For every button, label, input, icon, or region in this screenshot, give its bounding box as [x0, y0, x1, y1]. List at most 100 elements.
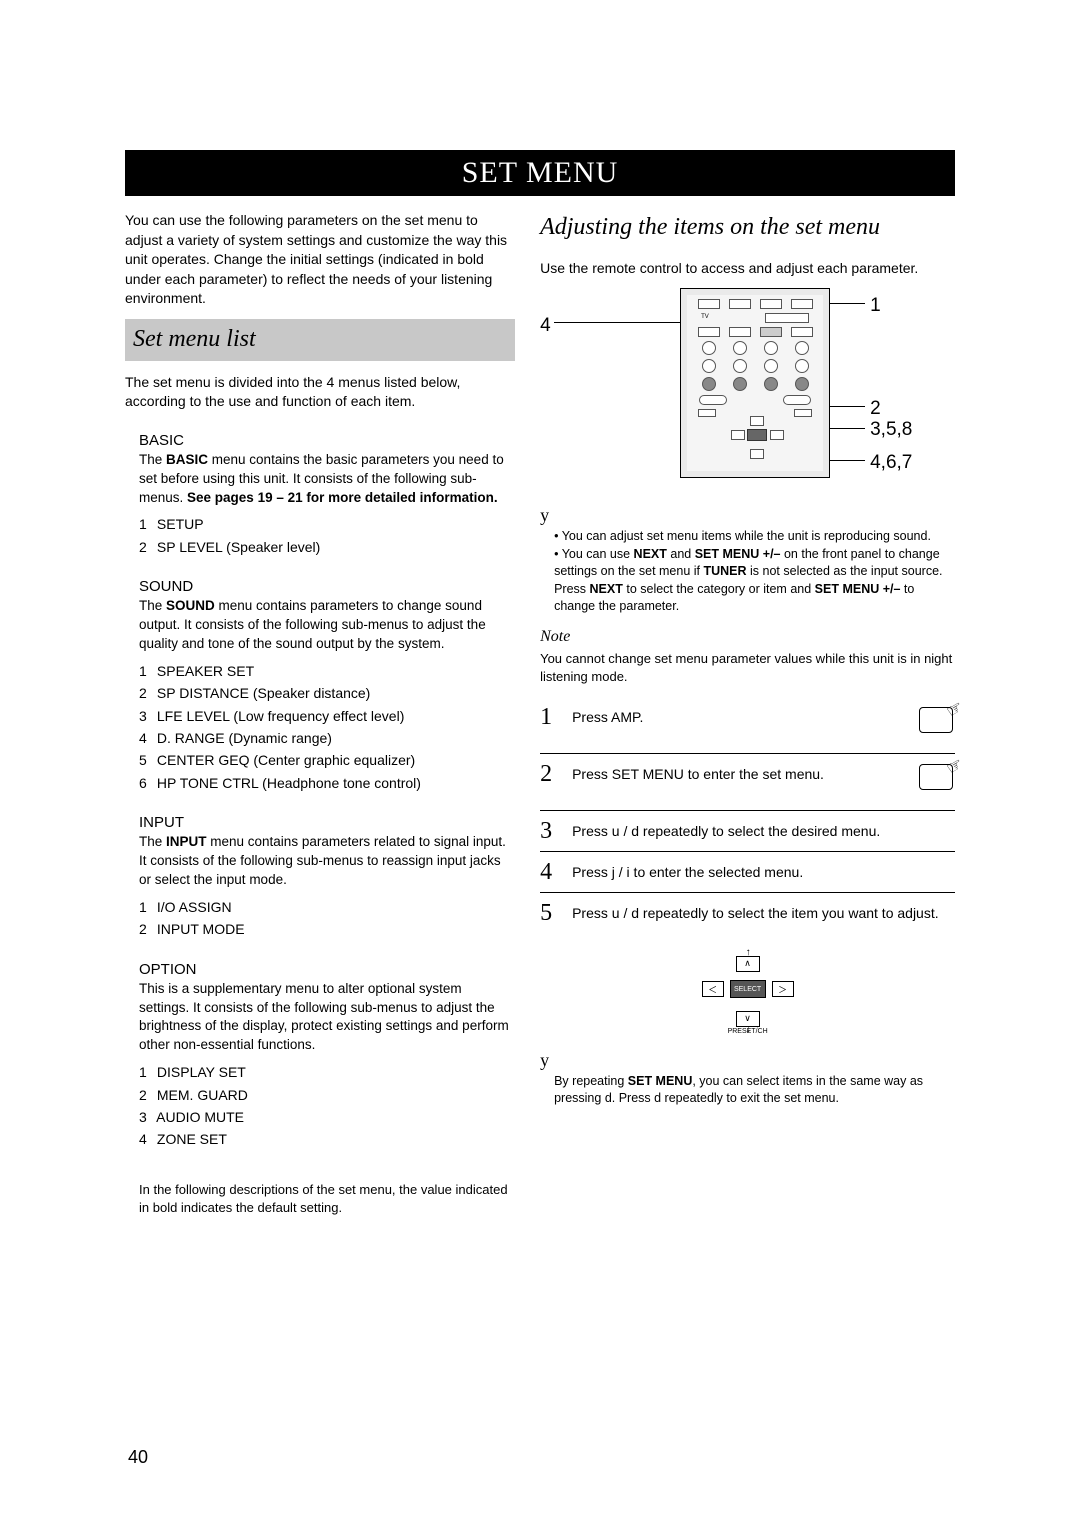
- txt-bold: BASIC: [166, 452, 208, 467]
- note-text: You cannot change set menu parameter val…: [540, 650, 955, 686]
- sound-items: 1 SPEAKER SET 2 SP DISTANCE (Speaker dis…: [139, 660, 515, 794]
- set-menu-list-header: Set menu list: [125, 319, 515, 361]
- remote-diagram: TV 1: [540, 288, 955, 488]
- menu-block-input: INPUT The INPUT menu contains parameters…: [139, 812, 515, 940]
- txt-bold: SOUND: [166, 598, 215, 613]
- step-5: 5 Press u / d repeatedly to select the i…: [540, 893, 955, 933]
- step-number: 4: [540, 860, 562, 884]
- press-icon: ☞: [895, 705, 955, 745]
- page-number: 40: [128, 1447, 148, 1468]
- footnote: In the following descriptions of the set…: [139, 1181, 515, 1217]
- list-item: 2 SP LEVEL (Speaker level): [139, 536, 515, 558]
- list-item: 2 MEM. GUARD: [139, 1084, 515, 1106]
- item-label: ZONE SET: [157, 1131, 227, 1147]
- txt-bold: NEXT: [634, 547, 667, 561]
- input-title: INPUT: [139, 812, 515, 833]
- step-1: 1 Press AMP. ☞: [540, 697, 955, 754]
- use-remote-text: Use the remote control to access and adj…: [540, 259, 955, 279]
- menu-block-basic: BASIC The BASIC menu contains the basic …: [139, 430, 515, 558]
- remote-callout-4: 4: [540, 313, 551, 340]
- option-desc: This is a supplementary menu to alter op…: [139, 980, 515, 1056]
- input-desc: The INPUT menu contains parameters relat…: [139, 833, 515, 890]
- sound-title: SOUND: [139, 576, 515, 597]
- txt: The: [139, 598, 166, 613]
- sound-desc: The SOUND menu contains parameters to ch…: [139, 597, 515, 654]
- item-label: I/O ASSIGN: [157, 899, 232, 915]
- txt: Press: [554, 582, 589, 596]
- list-item: 1 DISPLAY SET: [139, 1061, 515, 1083]
- step-number: 1: [540, 705, 562, 729]
- txt: You can adjust set menu items while the …: [562, 529, 931, 543]
- list-item: 2 SP DISTANCE (Speaker distance): [139, 682, 515, 704]
- txt-bold: SET MENU +/–: [815, 582, 901, 596]
- adjusting-heading: Adjusting the items on the set menu: [540, 211, 955, 249]
- item-label: SP LEVEL (Speaker level): [157, 539, 320, 555]
- txt-bold: INPUT: [166, 834, 207, 849]
- step-4: 4 Press j / i to enter the selected menu…: [540, 852, 955, 893]
- txt-bold: See pages 19 – 21 for more detailed info…: [187, 490, 498, 505]
- remote-dpad-icon: [729, 414, 784, 459]
- list-item: 6 HP TONE CTRL (Headphone tone control): [139, 772, 515, 794]
- basic-title: BASIC: [139, 430, 515, 451]
- txt-bold: SET MENU: [628, 1074, 693, 1088]
- item-label: D. RANGE (Dynamic range): [157, 730, 332, 746]
- item-label: AUDIO MUTE: [156, 1109, 244, 1125]
- two-column-layout: You can use the following parameters on …: [125, 211, 955, 1217]
- txt-bold: TUNER: [703, 564, 746, 578]
- step-number: 3: [540, 819, 562, 843]
- list-item: 3 LFE LEVEL (Low frequency effect level): [139, 705, 515, 727]
- txt: The: [139, 834, 166, 849]
- list-item: 5 CENTER GEQ (Center graphic equalizer): [139, 749, 515, 771]
- step-number: 2: [540, 762, 562, 786]
- press-icon: ☞: [895, 762, 955, 802]
- list-item: 1 SPEAKER SET: [139, 660, 515, 682]
- list-item: 1 SETUP: [139, 513, 515, 535]
- list-item: 4 ZONE SET: [139, 1128, 515, 1150]
- right-column: Adjusting the items on the set menu Use …: [540, 211, 955, 1217]
- list-item: 3 AUDIO MUTE: [139, 1106, 515, 1128]
- dpad-caption: PRESET/CH: [688, 1027, 808, 1037]
- list-item: 2 INPUT MODE: [139, 918, 515, 940]
- note-label: Note: [540, 626, 955, 648]
- intro-paragraph: You can use the following parameters on …: [125, 211, 515, 309]
- callout-467: 4,6,7: [870, 450, 912, 477]
- txt-bold: NEXT: [590, 582, 623, 596]
- dpad-right-icon: ＞: [772, 981, 794, 997]
- step-text: Press u / d repeatedly to select the des…: [572, 819, 955, 842]
- basic-desc: The BASIC menu contains the basic parame…: [139, 451, 515, 508]
- list-item: 4 D. RANGE (Dynamic range): [139, 727, 515, 749]
- item-label: SPEAKER SET: [157, 663, 254, 679]
- txt-bold: SET MENU +/–: [695, 547, 781, 561]
- item-label: SETUP: [157, 516, 204, 532]
- input-items: 1 I/O ASSIGN 2 INPUT MODE: [139, 896, 515, 941]
- dpad-center: SELECT: [730, 980, 766, 998]
- txt: You can use: [562, 547, 634, 561]
- menu-block-sound: SOUND The SOUND menu contains parameters…: [139, 576, 515, 794]
- item-label: MEM. GUARD: [157, 1087, 248, 1103]
- dpad-diagram: ∧ ∨ ＜ ＞ SELECT ↑ ↓ PRESET/CH: [688, 948, 808, 1033]
- steps-list: 1 Press AMP. ☞ 2 Press SET MENU to enter…: [540, 697, 955, 933]
- left-column: You can use the following parameters on …: [125, 211, 515, 1217]
- step-number: 5: [540, 901, 562, 925]
- item-label: HP TONE CTRL (Headphone tone control): [157, 775, 421, 791]
- step-text: Press u / d repeatedly to select the ite…: [572, 901, 955, 924]
- tip-y2: y By repeating SET MENU, you can select …: [554, 1048, 955, 1108]
- item-label: LFE LEVEL (Low frequency effect level): [157, 708, 404, 724]
- callout-358: 3,5,8: [870, 417, 912, 444]
- option-title: OPTION: [139, 959, 515, 980]
- set-menu-list-sub: The set menu is divided into the 4 menus…: [125, 373, 515, 412]
- txt: is not selected as the input source.: [747, 564, 943, 578]
- txt: The: [139, 452, 166, 467]
- menu-block-option: OPTION This is a supplementary menu to a…: [139, 959, 515, 1151]
- item-label: INPUT MODE: [157, 921, 245, 937]
- option-items: 1 DISPLAY SET 2 MEM. GUARD 3 AUDIO MUTE …: [139, 1061, 515, 1151]
- list-item: 1 I/O ASSIGN: [139, 896, 515, 918]
- step-text: Press SET MENU to enter the set menu.: [572, 762, 885, 785]
- tip-y: y • You can adjust set menu items while …: [554, 503, 955, 616]
- step-2: 2 Press SET MENU to enter the set menu. …: [540, 754, 955, 811]
- remote-outline: TV: [680, 288, 830, 478]
- item-label: CENTER GEQ (Center graphic equalizer): [157, 752, 415, 768]
- step-3: 3 Press u / d repeatedly to select the d…: [540, 811, 955, 852]
- callout-1: 1: [870, 293, 881, 320]
- txt: to select the category or item and: [623, 582, 815, 596]
